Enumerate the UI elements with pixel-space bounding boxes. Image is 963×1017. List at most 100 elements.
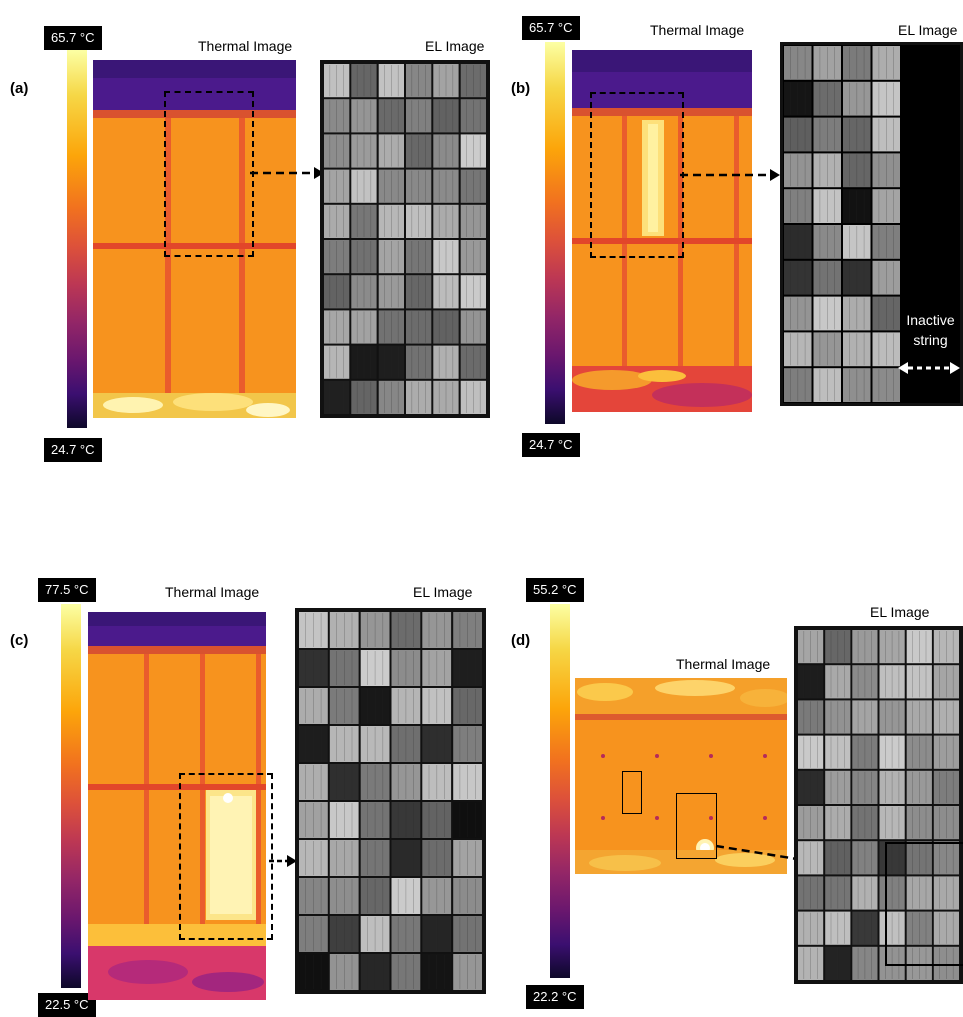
el-cell	[784, 153, 812, 188]
el-cell	[798, 630, 824, 664]
el-cell	[825, 665, 851, 699]
el-cell	[784, 260, 812, 295]
el-cell	[902, 81, 930, 116]
el-cell	[433, 64, 459, 98]
el-cell	[406, 99, 432, 133]
el-cell	[813, 81, 841, 116]
el-cell	[329, 726, 359, 762]
el-cell	[351, 345, 377, 379]
el-cell	[422, 726, 452, 762]
el-cell	[852, 806, 878, 840]
el-cell	[798, 770, 824, 804]
el-cell	[329, 650, 359, 686]
el-cell	[391, 612, 421, 648]
el-cell	[872, 260, 900, 295]
el-cell	[906, 876, 932, 910]
el-image-b	[780, 42, 963, 406]
el-cell	[784, 46, 812, 80]
el-cell	[422, 764, 452, 800]
el-cell	[329, 688, 359, 724]
el-cell	[879, 665, 905, 699]
el-cell	[798, 735, 824, 769]
el-cell	[433, 310, 459, 344]
el-cell	[453, 802, 482, 838]
el-cell	[329, 916, 359, 952]
el-cell	[453, 916, 482, 952]
el-title-d: EL Image	[870, 604, 930, 620]
el-cell	[460, 240, 486, 274]
thermal-image-a	[93, 60, 296, 418]
el-cell	[351, 134, 377, 168]
el-cell	[852, 630, 878, 664]
el-cell	[360, 916, 390, 952]
el-cell	[391, 764, 421, 800]
el-cell	[391, 726, 421, 762]
el-cell	[378, 380, 404, 414]
el-image-c	[295, 608, 486, 994]
el-cell	[299, 726, 328, 762]
el-cell	[422, 878, 452, 914]
el-cell	[406, 380, 432, 414]
thermal-image-b	[572, 50, 752, 412]
el-cell	[324, 134, 350, 168]
el-cell	[798, 841, 824, 875]
el-cell	[784, 368, 812, 402]
el-cell	[378, 169, 404, 203]
el-cell	[813, 189, 841, 223]
el-cell	[798, 700, 824, 734]
colorbar-a	[67, 50, 87, 428]
temp-max-badge-d: 55.2 °C	[526, 578, 584, 602]
el-cell	[453, 612, 482, 648]
el-cell	[360, 688, 390, 724]
thermal-title-c: Thermal Image	[165, 584, 260, 600]
el-cell	[852, 911, 878, 945]
el-cell	[299, 612, 328, 648]
el-cell	[406, 134, 432, 168]
el-cell	[872, 332, 900, 367]
el-cell	[453, 878, 482, 914]
el-cell	[453, 840, 482, 876]
el-cell	[902, 153, 930, 188]
inactive-string-label: Inactive string	[906, 312, 955, 348]
el-cell	[391, 840, 421, 876]
el-cell	[324, 64, 350, 98]
el-cell	[324, 240, 350, 274]
el-cell	[406, 345, 432, 379]
el-cell	[843, 153, 871, 188]
el-cell	[453, 726, 482, 762]
el-title-a: EL Image	[425, 38, 485, 54]
el-cell	[872, 368, 900, 402]
el-cell	[825, 806, 851, 840]
el-cell	[299, 954, 328, 990]
el-cell	[879, 876, 905, 910]
el-cell	[422, 688, 452, 724]
el-cell	[378, 134, 404, 168]
el-cell	[902, 296, 930, 331]
el-cell	[798, 806, 824, 840]
el-cell	[433, 345, 459, 379]
el-cell	[798, 665, 824, 699]
el-cell	[906, 841, 932, 875]
el-cell	[852, 735, 878, 769]
el-cell	[933, 665, 959, 699]
el-cell	[852, 700, 878, 734]
el-cell	[825, 735, 851, 769]
el-image-a	[320, 60, 490, 418]
el-cell	[391, 802, 421, 838]
el-cell	[299, 802, 328, 838]
el-cell	[422, 916, 452, 952]
el-cell	[879, 735, 905, 769]
el-cell	[784, 225, 812, 259]
el-cell	[329, 612, 359, 648]
el-cell	[378, 275, 404, 309]
el-cell	[872, 153, 900, 188]
el-cell	[433, 380, 459, 414]
el-cell	[933, 876, 959, 910]
el-cell	[460, 380, 486, 414]
el-cell	[391, 916, 421, 952]
thermal-title-d: Thermal Image	[676, 656, 771, 672]
el-cell	[784, 296, 812, 331]
el-cell	[299, 688, 328, 724]
el-cell	[299, 916, 328, 952]
el-cell	[825, 770, 851, 804]
